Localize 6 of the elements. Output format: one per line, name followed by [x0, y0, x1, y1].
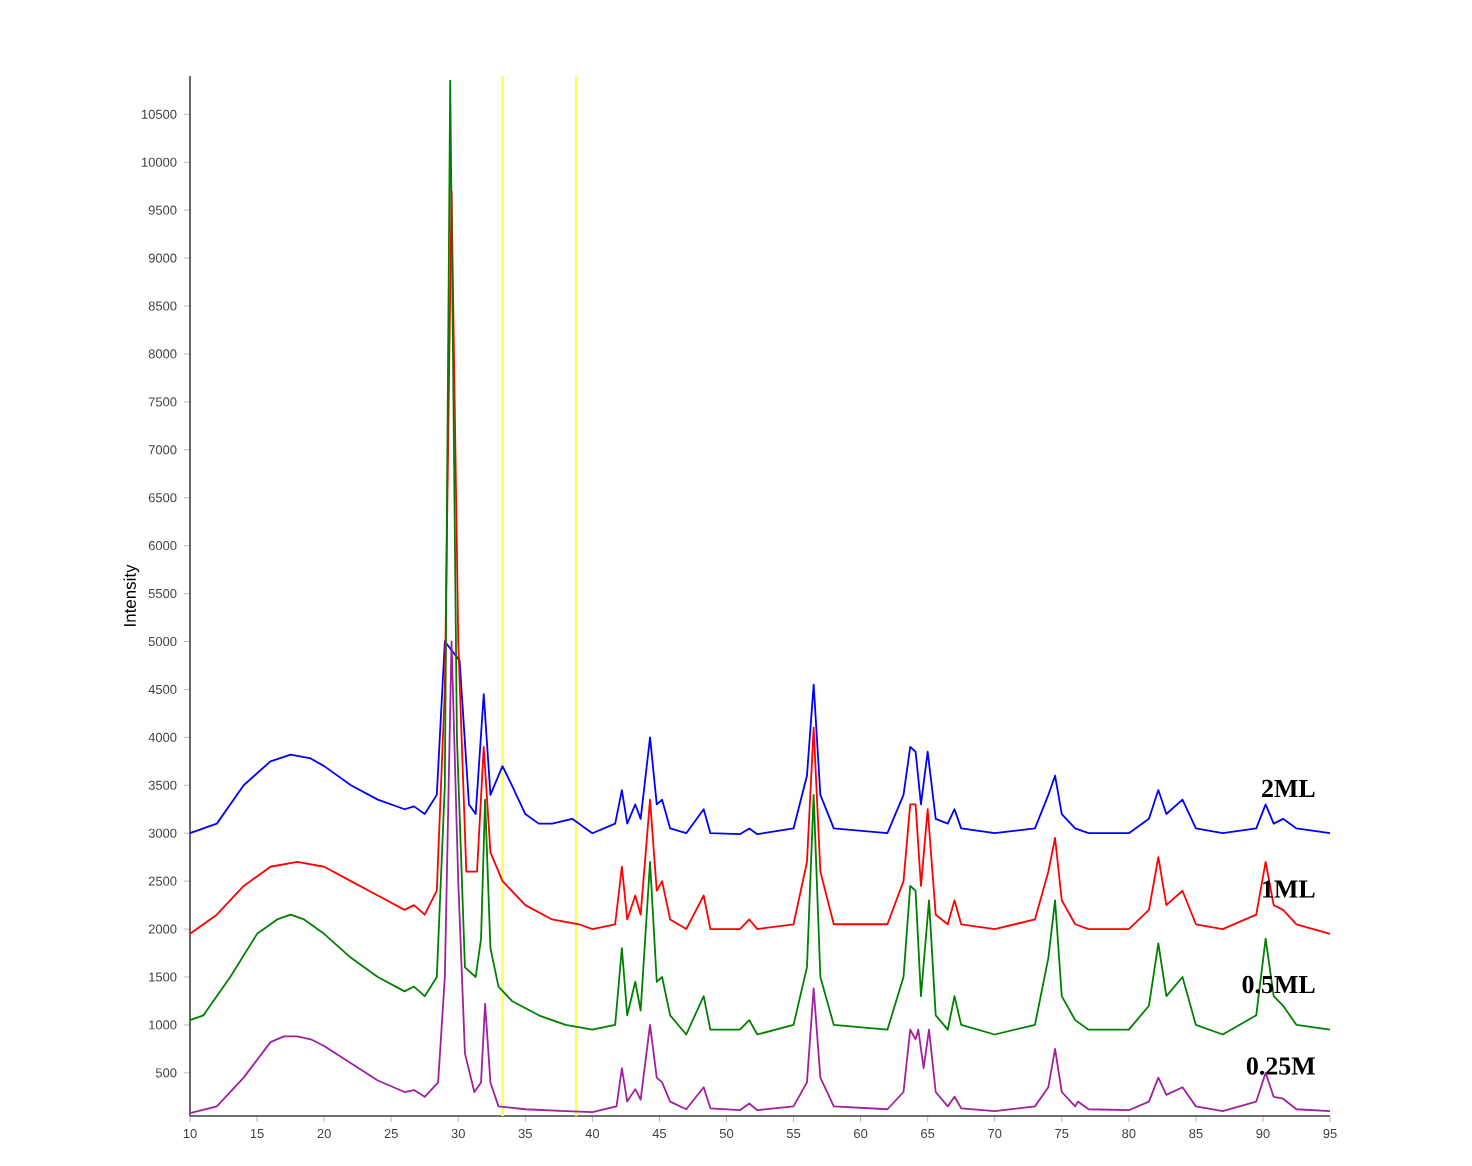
line-series — [189, 79, 1331, 1036]
series-label: 2ML — [1262, 779, 1315, 797]
series-label: 0.25M — [1246, 1057, 1315, 1075]
y-axis-title: Intensity — [123, 564, 140, 626]
line-series — [189, 190, 1331, 935]
line-series — [189, 640, 1331, 836]
